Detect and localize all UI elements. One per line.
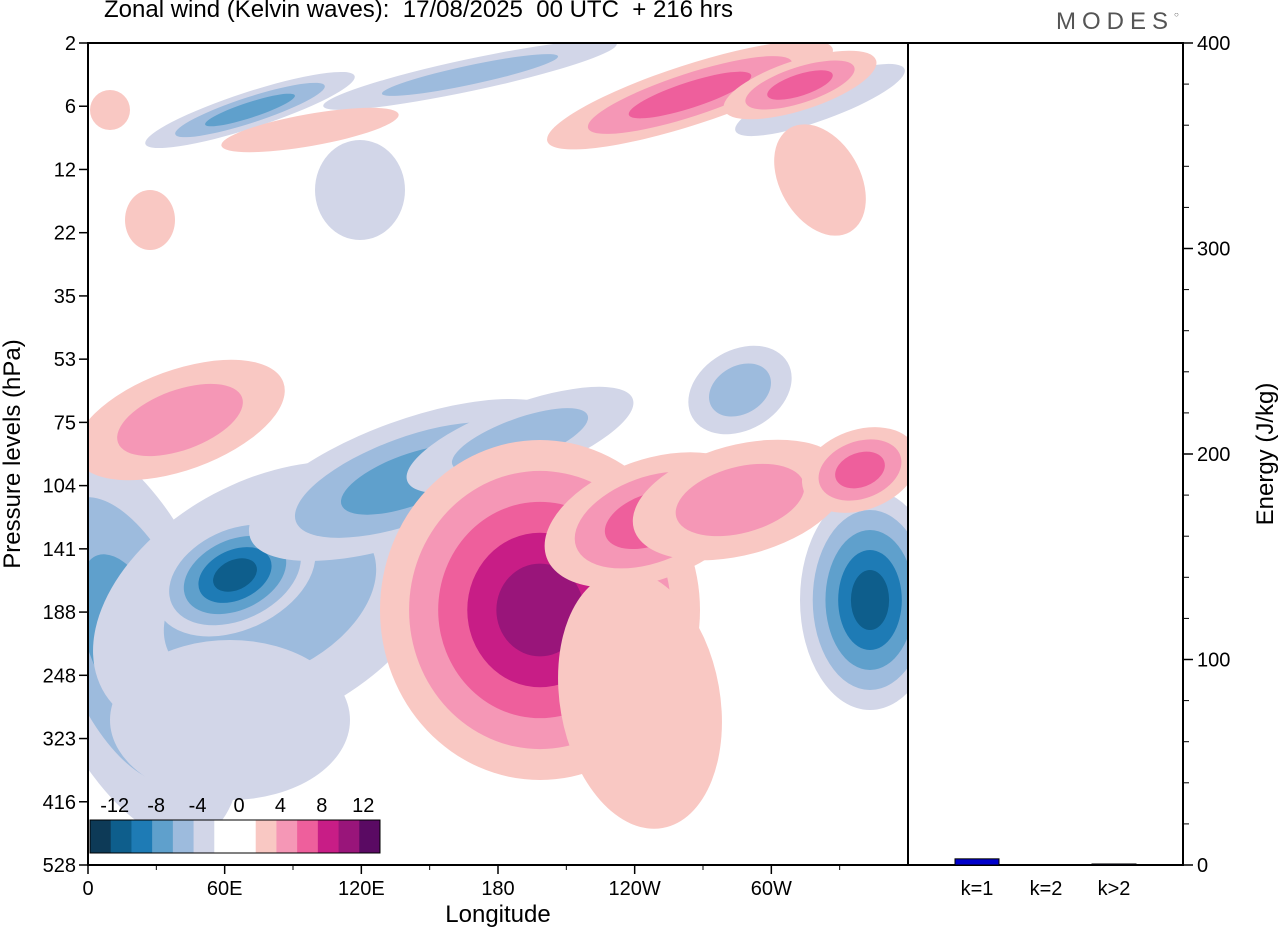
y-tick-label: 528 — [43, 855, 76, 877]
chart-title: Zonal wind (Kelvin waves): 17/08/2025 00… — [104, 0, 733, 23]
colorbar-label: -12 — [100, 795, 129, 817]
positive-anomaly-contour — [675, 463, 805, 537]
y-tick-label: 22 — [54, 223, 76, 245]
energy-bar — [1091, 863, 1137, 866]
y-tick-label: 12 — [54, 159, 76, 181]
colorbar-swatch — [276, 820, 298, 853]
energy-bar — [954, 858, 1000, 866]
y-axis: 2 6 12 22 35 53 75 104 141 188 248 323 416 528 — [43, 33, 88, 877]
colorbar-swatch — [235, 820, 257, 853]
x-tick-label: 120E — [338, 878, 385, 900]
y-tick-label: 141 — [43, 539, 76, 561]
y-tick-label: 6 — [65, 96, 76, 118]
energy-tick-label: 300 — [1197, 239, 1230, 261]
negative-anomaly-contour — [213, 558, 257, 592]
positive-anomaly-contour — [496, 563, 584, 657]
colorbar-swatch — [214, 820, 236, 853]
energy-category-label: k>2 — [1098, 878, 1131, 900]
x-tick-label: 0 — [82, 878, 93, 900]
positive-anomaly-contour — [558, 571, 722, 829]
colorbar-frame — [89, 819, 381, 854]
colorbar-label: 4 — [275, 795, 286, 817]
positive-anomaly-contour — [221, 107, 399, 153]
negative-anomaly-contour — [850, 570, 890, 630]
y-tick-label: 2 — [65, 33, 76, 55]
y-tick-label: 75 — [54, 412, 76, 434]
x-tick-label: 60W — [751, 878, 792, 900]
x-tick-label: 180 — [481, 878, 514, 900]
positive-anomaly-contour — [125, 190, 175, 250]
colorbar-label: 12 — [352, 795, 374, 817]
energy-tick-label: 400 — [1197, 33, 1230, 55]
colorbar-swatch — [359, 820, 381, 853]
colorbar: -12 -8 -4 0 4 8 12 — [89, 795, 381, 854]
x-tick-label: 120W — [609, 878, 661, 900]
energy-category-label: k=1 — [961, 878, 994, 900]
positive-anomaly-contour — [774, 124, 866, 236]
colorbar-label: 8 — [316, 795, 327, 817]
colorbar-swatch — [152, 820, 174, 853]
energy-bar — [1023, 864, 1069, 866]
negative-anomaly-contour — [381, 54, 559, 96]
energy-tick-label: 0 — [1197, 855, 1208, 877]
x-axis: 0 60E 120E 180 120W 60W — [82, 865, 841, 900]
energy-category-label: k=2 — [1030, 878, 1063, 900]
y-tick-label: 248 — [43, 665, 76, 687]
colorbar-swatch — [255, 820, 277, 853]
colorbar-swatch — [338, 820, 360, 853]
positive-anomaly-contour — [628, 71, 752, 119]
colorbar-swatch — [131, 820, 153, 853]
negative-anomaly-contour — [205, 93, 295, 127]
y-tick-label: 104 — [43, 476, 76, 498]
energy-axis-title: Energy (J/kg) — [1252, 383, 1279, 526]
colorbar-label: 0 — [233, 795, 244, 817]
energy-panel: 0 100 200 300 400 k=1 k=2 k>2 — [954, 33, 1230, 900]
energy-frame — [907, 42, 1184, 866]
negative-anomaly-contour — [315, 140, 405, 240]
energy-tick-label: 200 — [1197, 444, 1230, 466]
wind-field — [88, 43, 908, 840]
negative-anomaly-contour — [709, 363, 771, 417]
brand-logo: MODES○ — [1056, 8, 1179, 35]
colorbar-swatch — [297, 820, 319, 853]
colorbar-swatch — [110, 820, 132, 853]
colorbar-label: -8 — [147, 795, 165, 817]
colorbar-swatch — [90, 820, 112, 853]
colorbar-swatch — [193, 820, 215, 853]
negative-anomaly-contour — [110, 640, 350, 800]
y-tick-label: 323 — [43, 729, 76, 751]
colorbar-swatch — [172, 820, 195, 853]
positive-anomaly-contour — [117, 383, 243, 457]
y-tick-label: 35 — [54, 286, 76, 308]
y-axis-title: Pressure levels (hPa) — [0, 339, 26, 568]
energy-tick-label: 100 — [1197, 650, 1230, 672]
y-tick-label: 188 — [43, 602, 76, 624]
x-axis-title: Longitude — [445, 901, 550, 928]
colorbar-label: -4 — [189, 795, 207, 817]
colorbar-swatch — [317, 820, 340, 853]
positive-anomaly-contour — [767, 70, 833, 100]
y-tick-label: 53 — [54, 349, 76, 371]
x-tick-label: 60E — [207, 878, 243, 900]
positive-anomaly-contour — [90, 90, 130, 130]
y-tick-label: 416 — [43, 792, 76, 814]
positive-anomaly-contour — [835, 451, 885, 489]
